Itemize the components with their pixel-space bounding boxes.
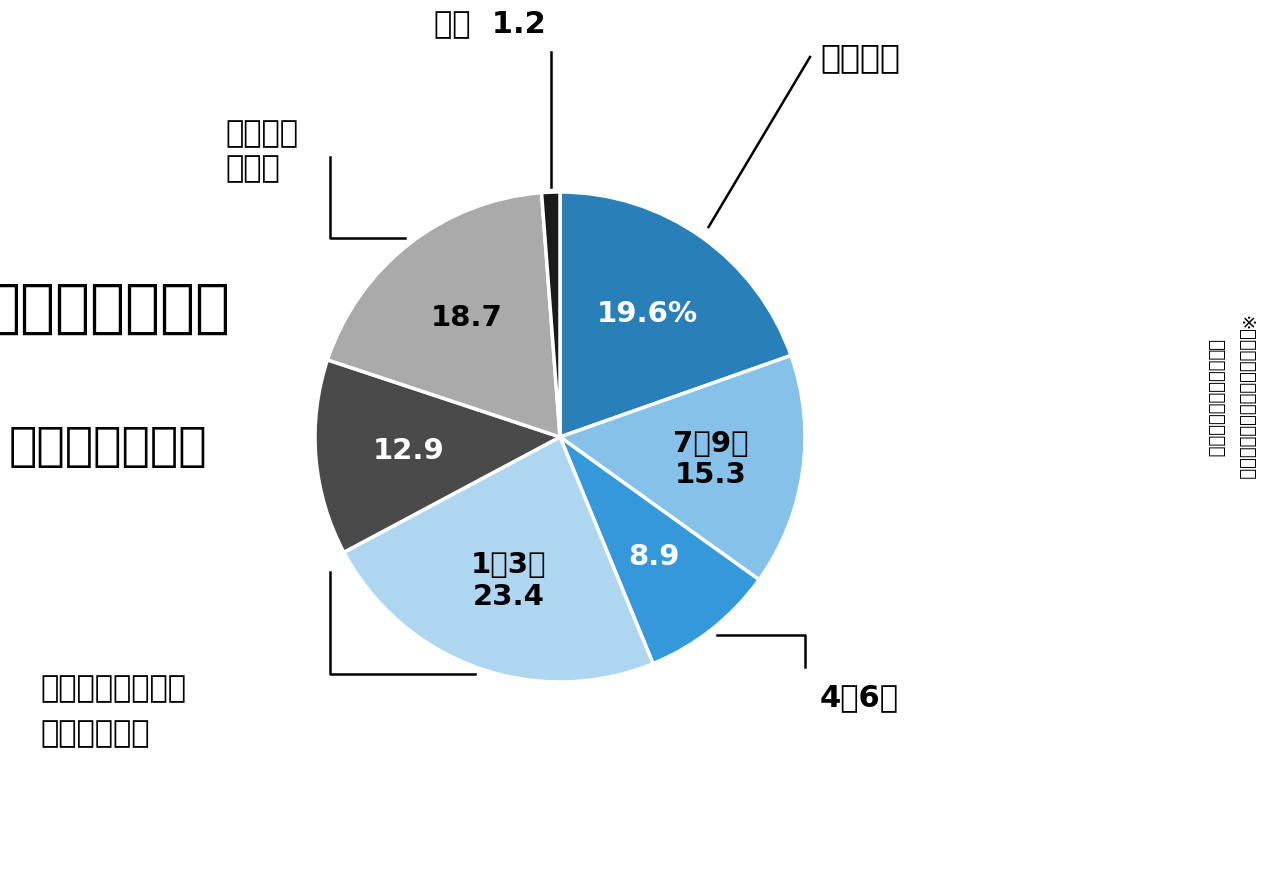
Text: ３月調査（年２回実施）: ３月調査（年２回実施） (1206, 339, 1224, 457)
Text: 19.6%: 19.6% (598, 300, 699, 328)
Text: 価格転嫁の状況: 価格転嫁の状況 (0, 279, 230, 336)
Text: 7〜9割
15.3: 7〜9割 15.3 (672, 429, 749, 488)
Wedge shape (344, 438, 653, 682)
Wedge shape (315, 360, 561, 553)
Text: 1〜3割
23.4: 1〜3割 23.4 (471, 551, 547, 610)
Wedge shape (561, 356, 805, 580)
Wedge shape (541, 193, 561, 438)
Wedge shape (561, 438, 759, 664)
Text: 減額  1.2: 減額 1.2 (434, 9, 545, 38)
Text: 18.7: 18.7 (430, 304, 503, 332)
Wedge shape (328, 194, 561, 438)
Text: 8.9: 8.9 (628, 543, 680, 571)
Wedge shape (561, 193, 791, 438)
Text: （コスト全体）: （コスト全体） (9, 425, 207, 470)
Text: コスト上昇せず、: コスト上昇せず、 (40, 674, 186, 702)
Text: 全く転嫁: 全く転嫁 (225, 119, 298, 148)
Text: 価格転嫁不要: 価格転嫁不要 (40, 718, 150, 747)
Text: 12.9: 12.9 (372, 437, 444, 464)
Text: 全額反映: 全額反映 (820, 41, 900, 75)
Text: ※中小企業庁の資料を基に作成。: ※中小企業庁の資料を基に作成。 (1236, 315, 1254, 481)
Text: 4〜6割: 4〜6割 (820, 682, 899, 711)
Text: できず: できず (225, 153, 280, 182)
